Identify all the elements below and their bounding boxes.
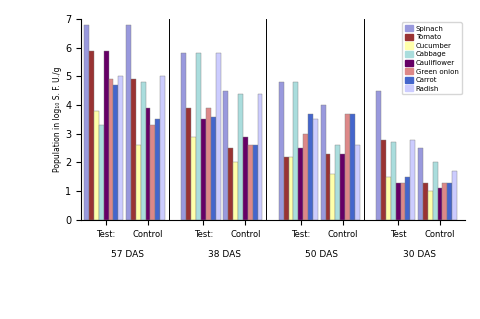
Bar (401, 182, 406, 220)
Bar (345, 114, 350, 220)
Bar (131, 79, 136, 220)
Text: 57 DAS: 57 DAS (110, 250, 144, 259)
Text: 38 DAS: 38 DAS (208, 250, 241, 259)
Bar (211, 116, 216, 220)
Bar (288, 157, 293, 220)
Bar (238, 93, 243, 220)
Bar (391, 142, 396, 220)
Bar (94, 111, 99, 220)
Bar (308, 114, 313, 220)
Bar (252, 145, 258, 220)
Bar (228, 148, 233, 220)
Bar (108, 79, 113, 220)
Bar (119, 76, 123, 220)
Bar (216, 54, 221, 220)
Bar (113, 85, 119, 220)
Bar (89, 51, 94, 220)
Bar (150, 125, 156, 220)
Bar (191, 137, 196, 220)
Bar (293, 82, 299, 220)
Bar (428, 191, 432, 220)
Legend: Spinach, Tomato, Cucumber, Cabbage, Cauliflower, Green onion, Carrot, Radish: Spinach, Tomato, Cucumber, Cabbage, Caul… (402, 22, 462, 94)
Bar (410, 139, 415, 220)
Bar (99, 125, 104, 220)
Bar (406, 177, 410, 220)
Bar (325, 154, 330, 220)
Bar (452, 171, 457, 220)
Bar (206, 108, 211, 220)
Bar (181, 54, 186, 220)
Bar (145, 108, 150, 220)
Bar (418, 148, 423, 220)
Bar (186, 108, 191, 220)
Bar (279, 82, 284, 220)
Bar (201, 119, 206, 220)
Bar (381, 139, 386, 220)
Bar (299, 148, 303, 220)
Bar (233, 162, 238, 220)
Bar (313, 119, 318, 220)
Bar (350, 114, 355, 220)
Bar (386, 177, 391, 220)
Bar (126, 25, 131, 220)
Text: 50 DAS: 50 DAS (305, 250, 338, 259)
Bar (443, 182, 447, 220)
Bar (84, 25, 89, 220)
Bar (447, 182, 452, 220)
Bar (396, 182, 401, 220)
Y-axis label: Population in log₁₀ S. F. U./g: Population in log₁₀ S. F. U./g (53, 67, 62, 172)
Bar (303, 134, 308, 220)
Bar (376, 91, 381, 220)
Bar (423, 182, 428, 220)
Bar (243, 137, 248, 220)
Bar (196, 54, 201, 220)
Bar (156, 119, 160, 220)
Bar (321, 105, 325, 220)
Bar (248, 145, 252, 220)
Bar (258, 93, 263, 220)
Bar (438, 188, 443, 220)
Bar (432, 162, 438, 220)
Bar (104, 51, 108, 220)
Bar (340, 154, 345, 220)
Bar (223, 91, 228, 220)
Bar (330, 174, 336, 220)
Bar (355, 145, 360, 220)
Bar (284, 157, 288, 220)
Bar (160, 76, 165, 220)
Text: 30 DAS: 30 DAS (403, 250, 435, 259)
Bar (136, 145, 141, 220)
Bar (336, 145, 340, 220)
Bar (141, 82, 145, 220)
